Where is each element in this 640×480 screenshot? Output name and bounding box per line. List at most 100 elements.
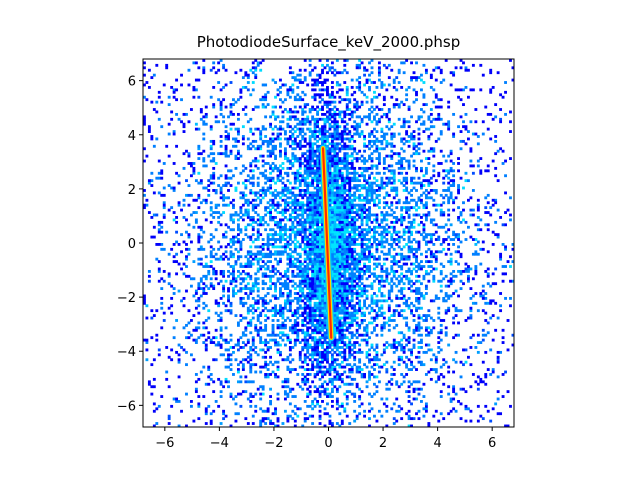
heatmap-cell (286, 166, 290, 170)
heatmap-cell (333, 282, 337, 286)
heatmap-cell (452, 269, 456, 273)
heatmap-cell (412, 100, 416, 104)
heatmap-cell (219, 245, 223, 249)
heatmap-cell (340, 333, 344, 337)
heatmap-cell (454, 360, 458, 364)
heatmap-cell (244, 186, 248, 190)
heatmap-cell (293, 321, 297, 325)
heatmap-cell (380, 414, 384, 418)
heatmap-cell (303, 360, 307, 364)
heatmap-cell (434, 380, 438, 384)
heatmap-cell (355, 103, 359, 107)
heatmap-cell (382, 166, 386, 170)
heatmap-cell (323, 142, 327, 146)
heatmap-cell (397, 260, 401, 264)
heatmap-cell (239, 265, 243, 268)
heatmap-cell (296, 85, 300, 89)
heatmap-cell (283, 108, 287, 111)
heatmap-cell (293, 218, 297, 222)
heatmap-cell (400, 309, 404, 313)
heatmap-cell (326, 147, 329, 151)
heatmap-cell (358, 277, 362, 281)
heatmap-cell (239, 196, 243, 200)
heatmap-cell (219, 257, 223, 261)
heatmap-cell (427, 247, 431, 251)
heatmap-cell (402, 233, 406, 237)
heatmap-cell (407, 380, 411, 384)
heatmap-cell (353, 149, 357, 153)
heatmap-cell (375, 147, 379, 151)
heatmap-cell (397, 252, 401, 256)
heatmap-cell (254, 73, 258, 77)
heatmap-cell (447, 392, 451, 396)
heatmap-cell (192, 162, 196, 165)
heatmap-cell (392, 274, 396, 278)
heatmap-cell (187, 193, 191, 197)
heatmap-cell (227, 115, 230, 119)
heatmap-cell (432, 252, 436, 256)
heatmap-cell (303, 203, 307, 207)
heatmap-cell (202, 230, 206, 234)
heatmap-cell (340, 377, 344, 381)
heatmap-cell (447, 218, 451, 222)
heatmap-cell (328, 368, 332, 371)
heatmap-cell (222, 269, 226, 273)
heatmap-cell (234, 240, 238, 244)
heatmap-cell (318, 417, 322, 421)
heatmap-cell (363, 157, 366, 160)
heatmap-cell (229, 228, 233, 232)
heatmap-cell (256, 228, 260, 232)
heatmap-cell (286, 395, 290, 398)
heatmap-cell (340, 166, 344, 170)
heatmap-cell (308, 198, 312, 202)
heatmap-cell (239, 375, 243, 379)
heatmap-cell (333, 250, 337, 254)
heatmap-cell (335, 233, 339, 237)
heatmap-cell (412, 198, 416, 202)
heatmap-cell (355, 208, 359, 212)
heatmap-cell (316, 184, 319, 187)
heatmap-cell (424, 169, 428, 173)
heatmap-cell (318, 230, 322, 234)
heatmap-cell (417, 137, 421, 141)
heatmap-cell (400, 358, 404, 362)
heatmap-cell (197, 206, 201, 210)
heatmap-cell (296, 135, 300, 138)
heatmap-cell (281, 235, 285, 239)
heatmap-cell (452, 316, 456, 320)
heatmap-cell (392, 272, 396, 276)
heatmap-cell (234, 213, 238, 217)
heatmap-cell (197, 127, 201, 131)
heatmap-cell (429, 233, 433, 237)
heatmap-cell (415, 250, 418, 254)
heatmap-cell (452, 233, 456, 237)
heatmap-cell (479, 262, 483, 266)
heatmap-cell (269, 299, 273, 303)
heatmap-cell (420, 333, 423, 337)
heatmap-cell (239, 319, 243, 322)
heatmap-cell (274, 166, 277, 170)
heatmap-cell (410, 198, 413, 202)
heatmap-cell (306, 252, 310, 256)
heatmap-cell (291, 132, 295, 136)
heatmap-cell (318, 240, 322, 244)
heatmap-cell (328, 350, 332, 354)
heatmap-cell (276, 309, 280, 313)
heatmap-cell (335, 390, 339, 394)
heatmap-cell (301, 292, 305, 295)
heatmap-cell (335, 213, 339, 217)
heatmap-cell (313, 191, 317, 195)
heatmap-cell (358, 206, 362, 210)
heatmap-cell (345, 343, 349, 347)
heatmap-cell (402, 201, 406, 205)
heatmap-cell (340, 238, 344, 241)
heatmap-cell (318, 257, 322, 261)
heatmap-cell (306, 304, 310, 308)
heatmap-cell (298, 299, 302, 303)
heatmap-cell (412, 137, 416, 141)
heatmap-cell (410, 181, 413, 185)
heatmap-cell (333, 240, 337, 244)
heatmap-cell (373, 127, 376, 131)
heatmap-cell (467, 279, 470, 283)
heatmap-cell (345, 358, 349, 362)
